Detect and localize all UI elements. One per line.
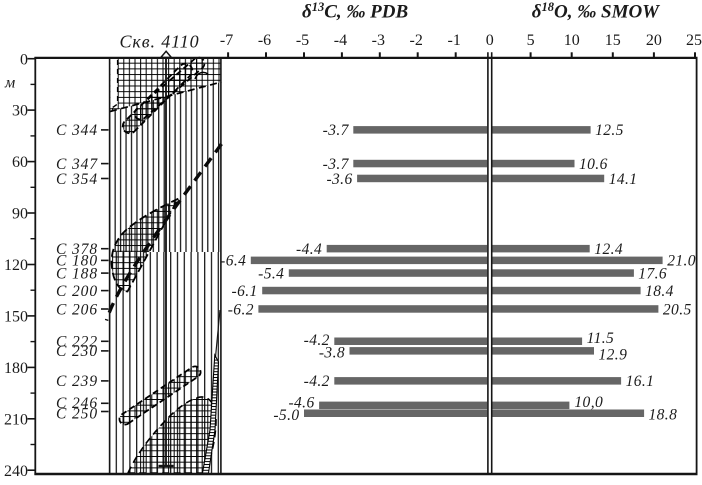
svg-text:C 222: C 222	[56, 334, 98, 351]
svg-text:10.6: 10.6	[579, 156, 608, 173]
svg-text:11.5: 11.5	[587, 330, 615, 347]
svg-text:-7: -7	[220, 32, 233, 49]
svg-text:120: 120	[4, 257, 28, 274]
svg-text:12.9: 12.9	[599, 347, 628, 364]
svg-text:δ13C, ‰ PDB: δ13C, ‰ PDB	[302, 0, 408, 23]
svg-text:12.4: 12.4	[594, 241, 623, 258]
svg-text:-5: -5	[296, 32, 309, 49]
svg-text:-3.7: -3.7	[323, 122, 350, 139]
svg-text:C 344: C 344	[56, 122, 98, 139]
svg-text:-4: -4	[334, 32, 347, 49]
svg-text:C 230: C 230	[56, 343, 98, 360]
svg-text:C 347: C 347	[56, 156, 98, 173]
svg-text:21.0: 21.0	[667, 253, 696, 270]
svg-text:20: 20	[646, 32, 662, 49]
svg-text:-4.2: -4.2	[304, 373, 330, 390]
svg-text:Скв. 4110: Скв. 4110	[120, 32, 200, 52]
svg-text:C 239: C 239	[56, 373, 98, 390]
svg-text:10: 10	[564, 32, 580, 49]
svg-text:-2: -2	[410, 32, 423, 49]
svg-text:20.5: 20.5	[663, 301, 692, 318]
svg-text:-3.7: -3.7	[323, 156, 350, 173]
svg-text:-3: -3	[372, 32, 385, 49]
svg-text:-3.8: -3.8	[319, 345, 345, 362]
svg-text:150: 150	[4, 309, 28, 326]
svg-text:17.6: 17.6	[638, 265, 667, 282]
svg-text:-4.2: -4.2	[304, 332, 330, 349]
svg-text:-4.6: -4.6	[288, 395, 314, 412]
svg-text:м: м	[4, 75, 15, 92]
svg-text:-5.0: -5.0	[273, 407, 299, 424]
svg-text:18.4: 18.4	[645, 283, 674, 300]
svg-text:-4.4: -4.4	[296, 241, 322, 258]
svg-text:C 206: C 206	[56, 301, 98, 318]
svg-text:-3.6: -3.6	[326, 171, 352, 188]
svg-text:-6: -6	[258, 32, 271, 49]
svg-text:C 378: C 378	[56, 241, 98, 258]
svg-text:C 200: C 200	[56, 283, 98, 300]
svg-text:5: 5	[527, 32, 535, 49]
svg-text:0: 0	[20, 51, 28, 68]
svg-text:C 250: C 250	[56, 406, 98, 423]
svg-text:δ18O, ‰ SMOW: δ18O, ‰ SMOW	[532, 0, 660, 23]
svg-text:C 246: C 246	[56, 395, 98, 412]
svg-text:-6.4: -6.4	[220, 253, 246, 270]
svg-text:12.5: 12.5	[595, 122, 624, 139]
svg-text:-1: -1	[448, 32, 461, 49]
svg-text:-6.2: -6.2	[228, 301, 254, 318]
svg-text:C 188: C 188	[56, 265, 98, 282]
svg-text:30: 30	[12, 103, 28, 120]
svg-text:0: 0	[486, 32, 494, 49]
svg-text:240: 240	[4, 463, 28, 480]
svg-text:18.8: 18.8	[649, 407, 678, 424]
svg-text:C 180: C 180	[56, 253, 98, 270]
svg-text:25: 25	[686, 32, 702, 49]
svg-text:15: 15	[605, 32, 621, 49]
svg-text:-5.4: -5.4	[258, 265, 284, 282]
svg-text:90: 90	[12, 206, 28, 223]
svg-text:10,0: 10,0	[574, 394, 603, 411]
svg-text:C 354: C 354	[56, 171, 98, 188]
svg-text:16.1: 16.1	[626, 373, 655, 390]
svg-text:-6.1: -6.1	[232, 283, 258, 300]
svg-text:60: 60	[12, 154, 28, 171]
svg-text:180: 180	[4, 360, 28, 377]
svg-text:14.1: 14.1	[609, 171, 638, 188]
svg-text:210: 210	[4, 411, 28, 428]
